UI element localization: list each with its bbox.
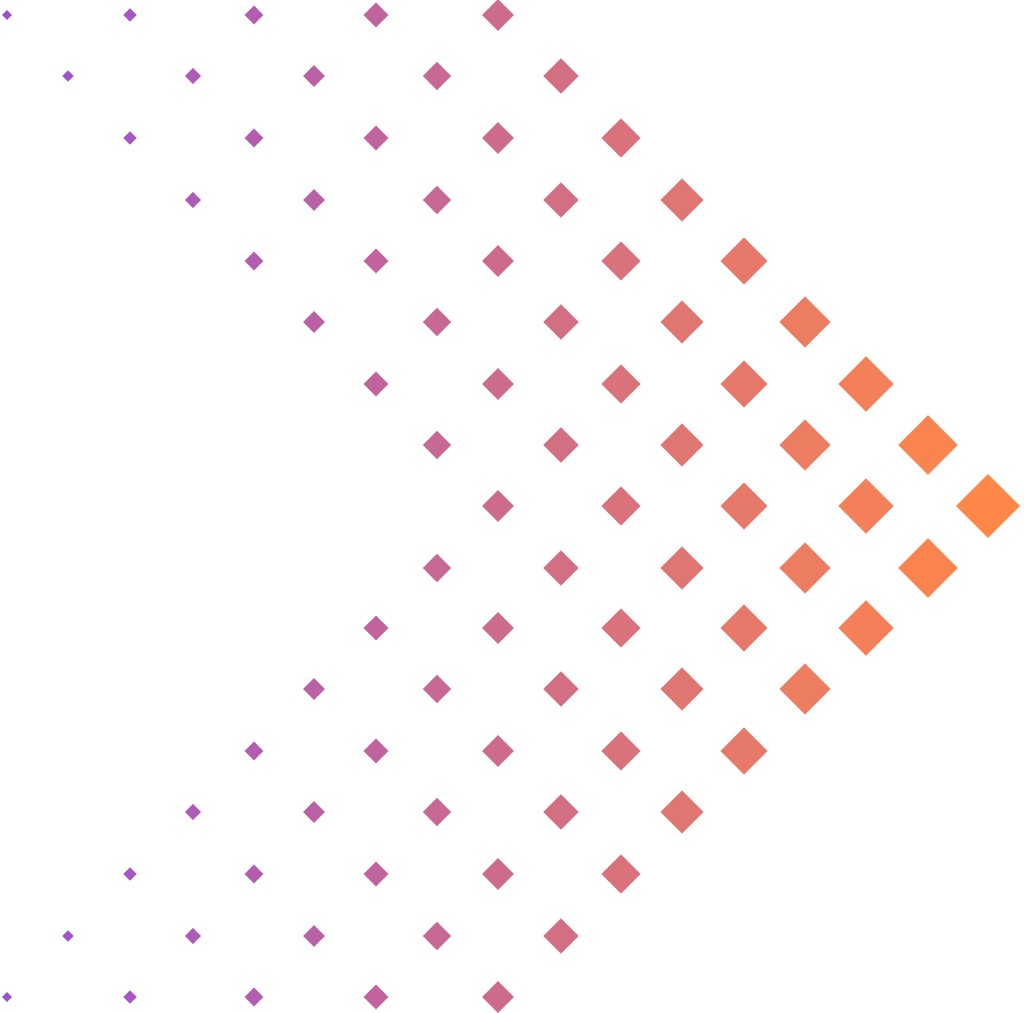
diamond-shape bbox=[660, 546, 704, 590]
diamond-shape bbox=[779, 296, 831, 348]
diamond-shape bbox=[244, 741, 264, 761]
diamond-shape bbox=[422, 674, 452, 704]
diamond-shape bbox=[244, 128, 264, 148]
diamond-shape bbox=[601, 486, 641, 526]
diamond-shape bbox=[838, 356, 894, 412]
diamond-shape bbox=[660, 667, 704, 711]
diamond-shape bbox=[363, 2, 389, 28]
diamond-shape bbox=[779, 542, 831, 594]
diamond-shape bbox=[482, 0, 514, 31]
diamond-shape bbox=[123, 867, 137, 881]
diamond-shape bbox=[422, 921, 452, 951]
diamond-shape bbox=[422, 185, 452, 215]
diamond-shape bbox=[422, 307, 452, 337]
diamond-shape bbox=[363, 984, 389, 1010]
diamond-shape bbox=[184, 191, 202, 209]
diamond-shape bbox=[720, 237, 768, 285]
diamond-shape bbox=[244, 251, 264, 271]
diamond-shape bbox=[543, 304, 579, 340]
diamond-shape bbox=[244, 987, 264, 1007]
diamond-shape bbox=[363, 738, 389, 764]
diamond-shape bbox=[601, 731, 641, 771]
diamond-shape bbox=[422, 553, 452, 583]
diamond-shape bbox=[720, 727, 768, 775]
diamond-shape bbox=[898, 415, 958, 475]
diamond-shape bbox=[123, 990, 137, 1004]
diamond-shape bbox=[422, 797, 452, 827]
diamond-shape bbox=[543, 671, 579, 707]
diamond-shape bbox=[660, 300, 704, 344]
diamond-shape bbox=[303, 189, 325, 211]
diamond-shape bbox=[543, 550, 579, 586]
diamond-shape bbox=[363, 371, 389, 397]
diamond-shape bbox=[2, 10, 12, 20]
diamond-shape bbox=[779, 419, 831, 471]
diamond-shape bbox=[838, 478, 894, 534]
diamond-shape bbox=[62, 70, 74, 82]
diamond-shape bbox=[956, 474, 1020, 538]
diamond-shape bbox=[720, 604, 768, 652]
diamond-shape bbox=[244, 864, 264, 884]
diamond-shape bbox=[482, 368, 514, 400]
diamond-shape bbox=[303, 925, 325, 947]
diamond-shape bbox=[184, 803, 202, 821]
diamond-shape bbox=[601, 364, 641, 404]
diamond-shape bbox=[482, 981, 514, 1013]
diamond-shape bbox=[660, 423, 704, 467]
diamond-shape bbox=[2, 992, 12, 1002]
diamond-shape bbox=[601, 608, 641, 648]
diamond-shape bbox=[601, 241, 641, 281]
diamond-shape bbox=[303, 678, 325, 700]
diamond-shape bbox=[601, 854, 641, 894]
diamond-shape bbox=[543, 918, 579, 954]
diamond-shape bbox=[720, 482, 768, 530]
diamond-shape bbox=[303, 65, 325, 87]
diamond-shape bbox=[363, 125, 389, 151]
diamond-shape bbox=[543, 794, 579, 830]
diamond-shape bbox=[898, 538, 958, 598]
diamond-shape bbox=[543, 58, 579, 94]
diamond-shape bbox=[303, 801, 325, 823]
diamond-shape bbox=[363, 861, 389, 887]
diamond-shape bbox=[543, 427, 579, 463]
diamond-shape bbox=[660, 178, 704, 222]
diamond-shape bbox=[482, 858, 514, 890]
diamond-shape bbox=[543, 182, 579, 218]
diamond-shape bbox=[601, 118, 641, 158]
diamond-shape bbox=[123, 8, 137, 22]
diamond-shape bbox=[363, 615, 389, 641]
diamond-shape bbox=[123, 131, 137, 145]
diamond-shape bbox=[660, 790, 704, 834]
diamond-shape bbox=[779, 663, 831, 715]
diamond-shape bbox=[482, 735, 514, 767]
diamond-shape bbox=[62, 930, 74, 942]
diamond-shape bbox=[482, 490, 514, 522]
diamond-shape bbox=[422, 61, 452, 91]
diamond-shape bbox=[184, 927, 202, 945]
diamond-shape bbox=[720, 360, 768, 408]
diamond-shape bbox=[838, 600, 894, 656]
diamond-shape bbox=[363, 248, 389, 274]
diamond-shape bbox=[184, 67, 202, 85]
diamond-shape bbox=[482, 612, 514, 644]
diamond-shape bbox=[482, 245, 514, 277]
diamond-shape bbox=[422, 430, 452, 460]
diamond-shape bbox=[244, 5, 264, 25]
diamond-shape bbox=[482, 122, 514, 154]
diamond-shape bbox=[303, 311, 325, 333]
